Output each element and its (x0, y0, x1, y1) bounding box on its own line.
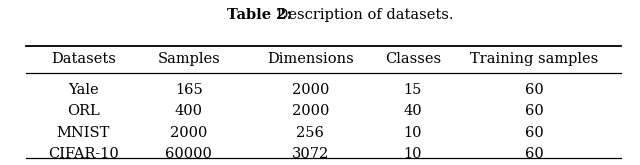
Text: 2000: 2000 (170, 126, 207, 140)
Text: Training samples: Training samples (470, 52, 598, 66)
Text: 10: 10 (404, 147, 422, 161)
Text: 2000: 2000 (292, 104, 329, 118)
Text: 10: 10 (404, 126, 422, 140)
Text: Samples: Samples (157, 52, 220, 66)
Text: 3072: 3072 (292, 147, 329, 161)
Text: Table 2:: Table 2: (227, 8, 292, 22)
Text: 60: 60 (525, 147, 544, 161)
Text: Description of datasets.: Description of datasets. (272, 8, 454, 22)
Text: 2000: 2000 (292, 83, 329, 97)
Text: 165: 165 (175, 83, 203, 97)
Text: 400: 400 (175, 104, 203, 118)
Text: MNIST: MNIST (56, 126, 110, 140)
Text: 15: 15 (404, 83, 422, 97)
Text: 60: 60 (525, 83, 544, 97)
Text: 40: 40 (403, 104, 422, 118)
Text: ORL: ORL (67, 104, 100, 118)
Text: Dimensions: Dimensions (267, 52, 354, 66)
Text: 60000: 60000 (165, 147, 212, 161)
Text: Yale: Yale (68, 83, 99, 97)
Text: 256: 256 (296, 126, 324, 140)
Text: 60: 60 (525, 126, 544, 140)
Text: Datasets: Datasets (51, 52, 116, 66)
Text: CIFAR-10: CIFAR-10 (48, 147, 118, 161)
Text: 60: 60 (525, 104, 544, 118)
Text: Classes: Classes (385, 52, 441, 66)
